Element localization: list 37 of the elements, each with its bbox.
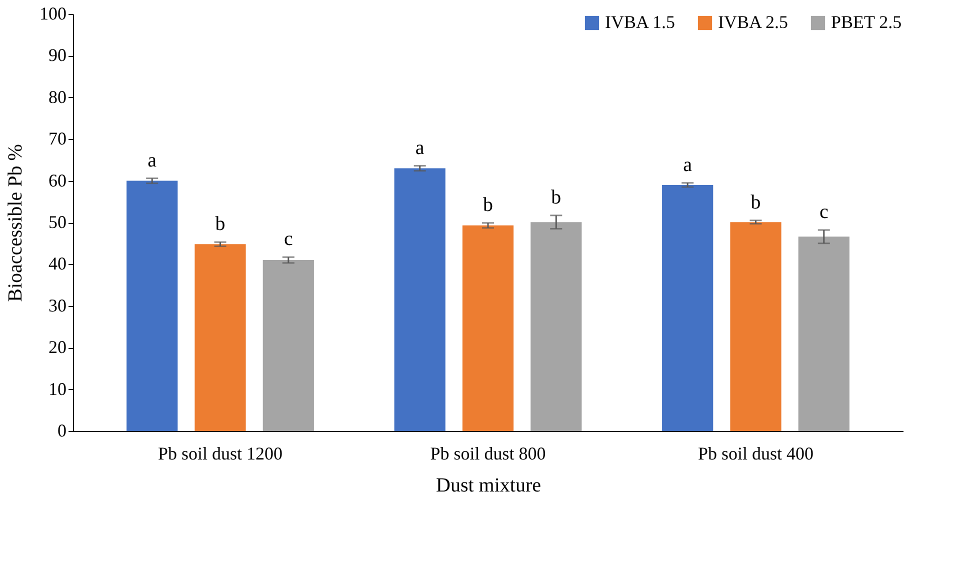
bar	[462, 225, 514, 431]
data-label: b	[750, 191, 761, 214]
y-tick-label: 100	[40, 4, 66, 24]
bar	[798, 236, 850, 431]
bar	[730, 222, 782, 431]
data-label: a	[683, 154, 692, 176]
legend-label: PBET 2.5	[831, 12, 902, 32]
data-label: b	[215, 213, 226, 236]
x-tick-label: Pb soil dust 400	[698, 444, 814, 464]
y-tick-label: 70	[48, 128, 66, 149]
y-tick-label: 20	[48, 337, 66, 358]
x-axis-title: Dust mixture	[436, 474, 542, 496]
y-tick-label: 30	[48, 295, 66, 316]
bar	[530, 222, 582, 431]
bar	[662, 184, 714, 431]
y-tick-label: 60	[48, 170, 66, 190]
data-label: a	[148, 149, 157, 172]
data-label: a	[415, 136, 424, 159]
y-tick-label: 40	[48, 254, 66, 274]
data-label: b	[551, 186, 562, 208]
x-tick-label: Pb soil dust 1200	[158, 444, 283, 464]
y-tick-label: 0	[58, 420, 66, 440]
y-tick-label: 80	[48, 86, 66, 107]
bar	[262, 260, 314, 431]
legend-label: IVBA 2.5	[718, 12, 788, 32]
y-tick-label: 90	[48, 45, 66, 66]
bar	[194, 244, 246, 431]
data-label: b	[483, 194, 493, 216]
y-axis-title: Bioaccessible Pb %	[4, 144, 26, 302]
bar	[126, 180, 178, 431]
bar	[394, 168, 446, 431]
y-tick-label: 10	[48, 378, 66, 399]
y-tick-label: 50	[48, 212, 66, 232]
data-label: c	[284, 228, 293, 250]
legend-label: IVBA 1.5	[605, 12, 676, 32]
data-label: c	[819, 201, 828, 224]
x-tick-label: Pb soil dust 800	[430, 444, 546, 464]
